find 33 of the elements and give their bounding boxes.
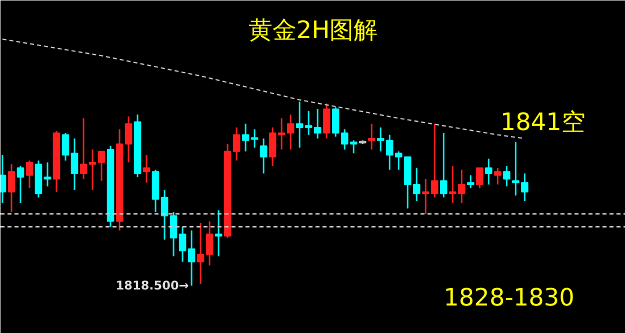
candlestick [8, 163, 16, 213]
annotation: 1818.500→ [116, 278, 189, 293]
candlestick [70, 138, 78, 191]
candlestick [242, 123, 250, 152]
candlestick [278, 117, 286, 150]
annotation: 1841空 [500, 108, 586, 136]
candlestick [44, 162, 52, 188]
candlestick [232, 126, 240, 162]
candlestick [304, 110, 312, 136]
candlestick [268, 126, 276, 167]
candlestick [314, 108, 322, 140]
candlestick [503, 165, 510, 188]
candlestick [521, 172, 528, 202]
candlestick [170, 211, 178, 257]
candlestick [512, 141, 520, 196]
candlestick [260, 138, 268, 174]
candlestick [214, 209, 222, 257]
candlestick [485, 158, 492, 186]
candlestick [440, 132, 448, 198]
candlestick [368, 123, 376, 150]
chart-title: 黄金2H图解 [248, 16, 378, 44]
candlestick [286, 114, 294, 150]
candlestick [250, 128, 258, 148]
candlestick [124, 116, 132, 164]
candlestick [206, 220, 214, 266]
candlestick [142, 154, 150, 184]
annotation: 1828-1830 [444, 284, 574, 312]
candlestick [296, 100, 304, 148]
candlestick [80, 117, 88, 180]
candlestick [188, 230, 196, 286]
candlestick [196, 222, 204, 285]
candlestick [116, 128, 124, 232]
candlestick [160, 189, 168, 240]
